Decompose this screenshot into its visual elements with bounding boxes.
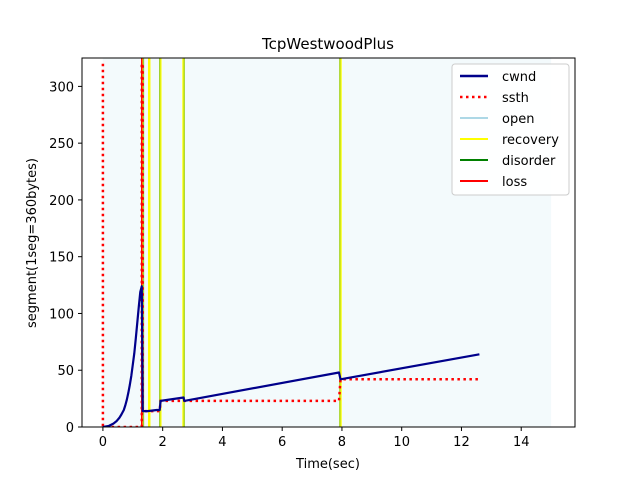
ssth-series-line (101, 62, 480, 427)
legend-label-recovery: recovery (502, 133, 559, 148)
y-tick-label: 0 (66, 421, 74, 436)
x-tick-label: 6 (278, 435, 286, 450)
y-tick-label: 200 (49, 194, 74, 209)
x-tick-label: 2 (159, 435, 167, 450)
x-tick-label: 12 (453, 435, 470, 450)
chart-title: TcpWestwoodPlus (261, 35, 394, 53)
legend: cwnd ssth open recovery disorder loss (451, 63, 570, 196)
legend-label-disorder: disorder (502, 154, 556, 169)
axes: 0 2 4 6 8 10 12 14 0 50 100 150 200 250 300 (49, 57, 576, 450)
x-tick-label: 14 (513, 435, 530, 450)
legend-label-open: open (502, 112, 534, 127)
legend-label-ssth: ssth (502, 91, 529, 106)
y-tick-label: 300 (49, 80, 74, 95)
legend-box (451, 63, 570, 196)
y-tick-label: 150 (49, 251, 74, 266)
y-axis-label: segment(1seg=360bytes) (25, 158, 40, 328)
x-tick-label: 8 (338, 435, 346, 450)
cwnd-series-line (102, 285, 480, 427)
y-tick-label: 100 (49, 307, 74, 322)
x-tick-label: 10 (393, 435, 410, 450)
legend-label-cwnd: cwnd (502, 70, 536, 85)
x-tick-label: 4 (218, 435, 226, 450)
legend-label-loss: loss (502, 175, 527, 190)
x-axis-label: Time(sec) (295, 457, 360, 472)
x-tick-label: 0 (99, 435, 107, 450)
plot-frame (81, 57, 576, 428)
y-tick-label: 50 (57, 364, 74, 379)
y-tick-label: 250 (49, 137, 74, 152)
